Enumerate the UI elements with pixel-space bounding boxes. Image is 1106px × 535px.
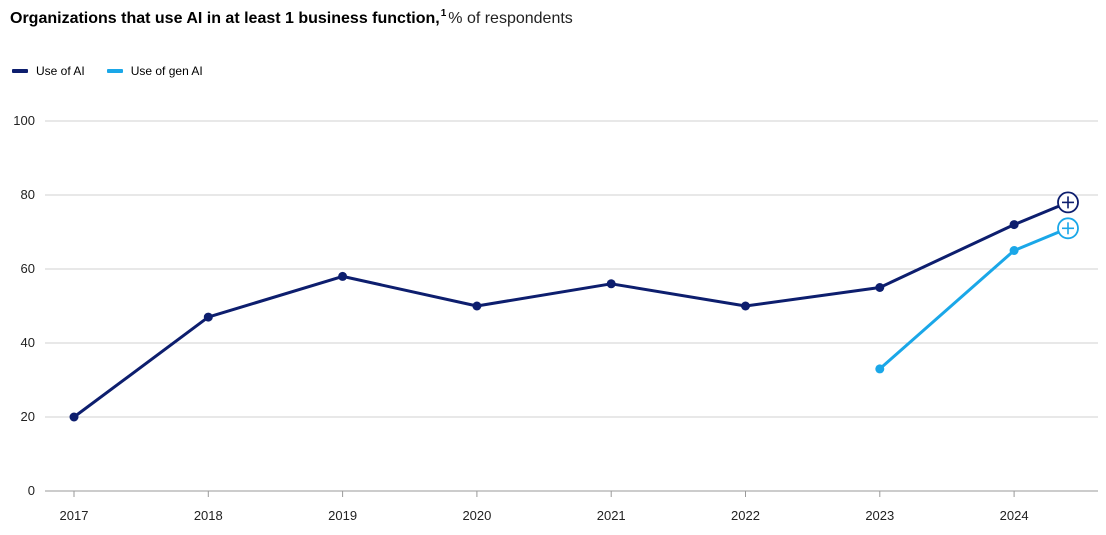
data-point	[875, 364, 885, 374]
legend-swatch-gen-ai	[106, 69, 123, 73]
title-main: Organizations that use AI in at least 1 …	[10, 10, 440, 27]
data-point	[875, 283, 885, 292]
data-point	[741, 301, 750, 311]
data-point	[1009, 246, 1019, 255]
x-tick-label: 2017	[60, 508, 89, 523]
data-point	[606, 279, 616, 289]
x-tick-label: 2023	[865, 508, 894, 523]
y-tick-label: 60	[21, 261, 35, 276]
series-line	[72, 200, 1070, 419]
x-tick-label: 2020	[462, 508, 491, 523]
x-tick-label: 2018	[194, 508, 223, 523]
x-tick-label: 2024	[1000, 508, 1029, 523]
title-subtitle: % of respondents	[448, 10, 573, 27]
x-tick-label: 2021	[597, 508, 626, 523]
legend-label-ai: Use of AI	[36, 64, 85, 78]
x-tick-label: 2019	[328, 508, 357, 523]
data-point	[1009, 220, 1019, 230]
y-tick-label: 40	[21, 335, 35, 350]
legend-swatch-ai	[12, 69, 28, 73]
data-point	[472, 301, 482, 311]
data-point	[69, 412, 79, 422]
legend: Use of AI Use of gen AI	[12, 64, 203, 78]
data-point	[338, 271, 348, 281]
y-tick-label: 100	[13, 113, 35, 128]
legend-item-gen-ai: Use of gen AI	[106, 64, 203, 78]
title-footnote: 1	[440, 8, 447, 19]
x-tick-label: 2022	[731, 508, 760, 523]
y-tick-label: 0	[28, 483, 35, 498]
y-tick-label: 80	[21, 187, 35, 202]
chart-title: Organizations that use AI in at least 1 …	[10, 8, 573, 28]
legend-item-ai: Use of AI	[12, 64, 85, 78]
y-tick-label: 20	[21, 409, 35, 424]
data-point	[203, 312, 213, 322]
series-line	[878, 226, 1070, 371]
legend-label-gen-ai: Use of gen AI	[130, 64, 203, 78]
